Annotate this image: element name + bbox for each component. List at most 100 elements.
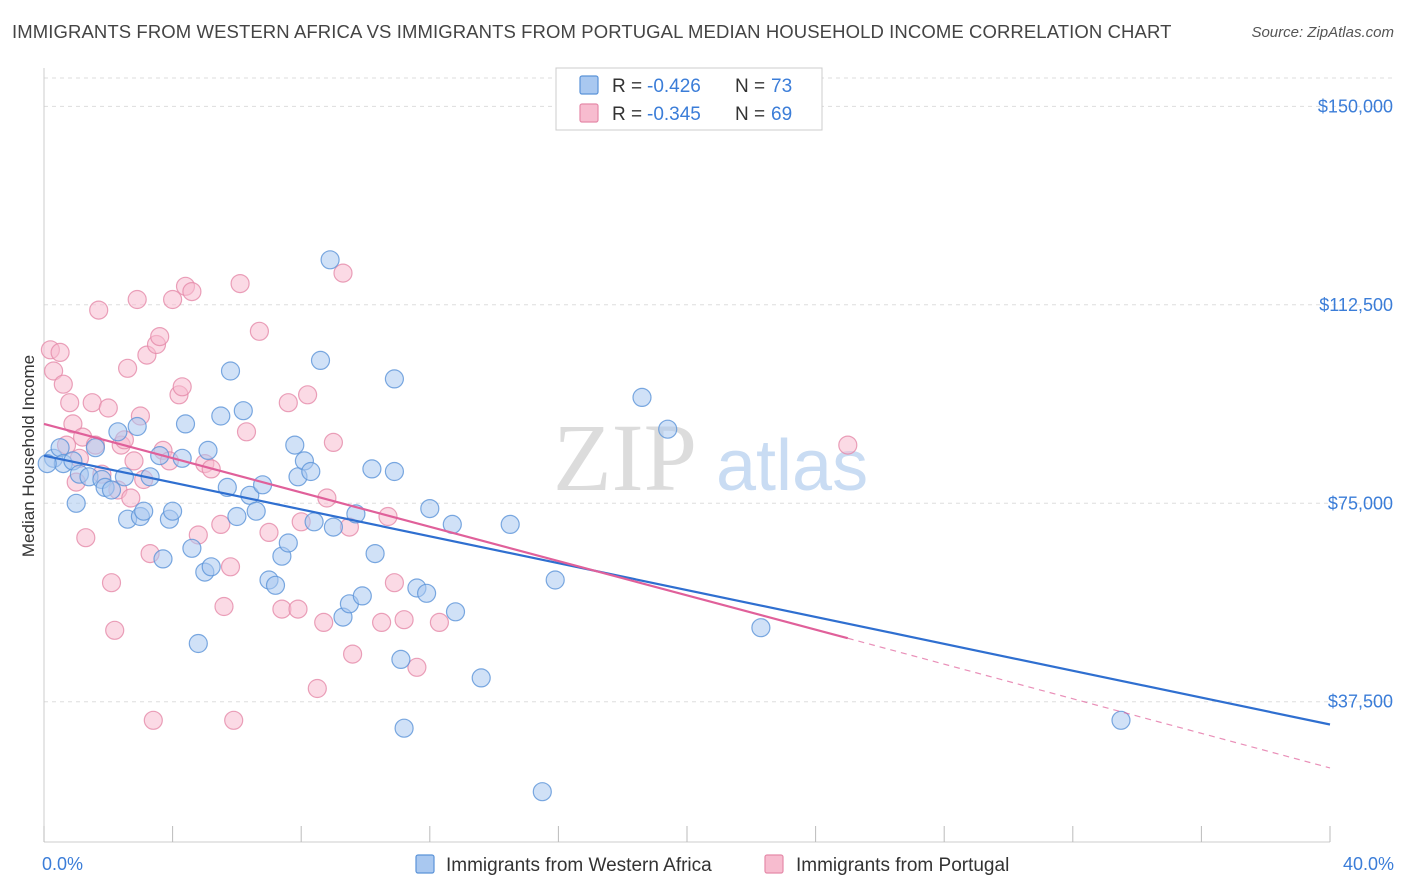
portugal-point-31 bbox=[150, 327, 170, 347]
grid-lines bbox=[44, 77, 1394, 703]
portugal-point-52 bbox=[288, 599, 308, 619]
portugal-point-36 bbox=[172, 377, 192, 397]
western-africa-point-30 bbox=[217, 477, 237, 497]
x-tick-labels: 0.0% 40.0% bbox=[42, 854, 1394, 874]
western-africa-point-7 bbox=[85, 438, 106, 458]
portugal-point-6 bbox=[63, 414, 83, 434]
portugal-point-46 bbox=[230, 274, 250, 294]
western-africa-point-32 bbox=[227, 506, 247, 527]
portugal-point-29 bbox=[143, 710, 163, 730]
portugal-point-2 bbox=[50, 342, 70, 362]
western-africa-point-11 bbox=[108, 422, 128, 442]
western-africa-point-67 bbox=[545, 570, 565, 590]
western-africa-point-54 bbox=[365, 543, 385, 564]
western-africa-point-71 bbox=[1111, 710, 1131, 730]
portugal-point-55 bbox=[307, 678, 327, 699]
western-africa-point-65 bbox=[500, 514, 520, 535]
legend-r-label-2: R = bbox=[612, 104, 642, 125]
portugal-trend-line bbox=[43, 422, 849, 640]
western-africa-point-46 bbox=[310, 350, 331, 370]
y-tick-labels: $37,500 $75,000 $112,500 $150,000 bbox=[1318, 96, 1393, 711]
bottom-legend-swatch-western-africa bbox=[415, 854, 435, 874]
western-africa-point-47 bbox=[320, 250, 340, 270]
western-africa-point-40 bbox=[278, 533, 298, 553]
western-africa-point-63 bbox=[445, 602, 466, 622]
y-tick-label-0: $37,500 bbox=[1328, 692, 1393, 712]
portugal-point-45 bbox=[224, 710, 244, 730]
portugal-point-47 bbox=[236, 422, 257, 442]
western-africa-point-14 bbox=[127, 416, 147, 437]
x-tick-label-min: 0.0% bbox=[42, 854, 83, 874]
portugal-point-58 bbox=[323, 432, 343, 452]
correlation-legend: R = -0.426 N = 73 R = -0.345 N = 69 bbox=[555, 67, 823, 131]
western-africa-point-16 bbox=[134, 501, 154, 521]
western-africa-point-24 bbox=[182, 538, 202, 558]
western-africa-point-23 bbox=[175, 414, 196, 434]
bottom-legend-swatch-portugal bbox=[764, 854, 784, 874]
watermark-zip: ZIP bbox=[553, 404, 697, 511]
portugal-point-42 bbox=[211, 514, 231, 535]
y-tick-label-3: $150,000 bbox=[1318, 96, 1393, 116]
western-africa-point-21 bbox=[163, 501, 183, 521]
western-africa-point-25 bbox=[188, 633, 208, 654]
western-africa-point-53 bbox=[362, 459, 382, 479]
western-africa-point-45 bbox=[304, 512, 324, 532]
western-africa-point-72 bbox=[37, 454, 57, 474]
western-africa-points bbox=[37, 250, 1131, 802]
legend-n-label-2: N = bbox=[735, 104, 765, 125]
portugal-point-65 bbox=[394, 610, 414, 630]
portugal-point-3 bbox=[53, 374, 73, 394]
western-africa-point-33 bbox=[233, 401, 253, 421]
legend-box bbox=[555, 67, 823, 131]
bottom-legend-label-western-africa: Immigrants from Western Africa bbox=[446, 855, 712, 876]
portugal-point-50 bbox=[272, 599, 292, 619]
western-africa-point-68 bbox=[632, 387, 652, 407]
portugal-point-44 bbox=[220, 557, 241, 577]
western-africa-point-55 bbox=[384, 461, 404, 482]
western-africa-point-56 bbox=[384, 369, 404, 389]
portugal-point-17 bbox=[105, 620, 125, 640]
western-africa-point-28 bbox=[201, 557, 221, 577]
portugal-point-48 bbox=[249, 321, 269, 341]
portugal-point-15 bbox=[98, 398, 118, 418]
bottom-legend-label-portugal: Immigrants from Portugal bbox=[796, 855, 1009, 876]
portugal-point-16 bbox=[101, 573, 122, 593]
western-africa-point-60 bbox=[417, 583, 437, 603]
portugal-point-21 bbox=[117, 358, 138, 378]
western-africa-point-41 bbox=[285, 435, 305, 455]
watermark: ZIP atlas bbox=[553, 404, 868, 511]
portugal-point-5 bbox=[60, 393, 80, 413]
legend-r-value-1: -0.426 bbox=[647, 76, 701, 97]
chart-source: Source: ZipAtlas.com bbox=[1251, 24, 1394, 41]
y-tick-label-1: $75,000 bbox=[1328, 493, 1393, 513]
portugal-point-64 bbox=[384, 573, 404, 593]
trend-lines bbox=[43, 422, 1331, 769]
portugal-point-56 bbox=[314, 612, 334, 633]
y-tick-label-2: $112,500 bbox=[1319, 295, 1393, 315]
portugal-point-24 bbox=[127, 289, 147, 310]
western-africa-point-10 bbox=[101, 480, 122, 500]
portugal-point-11 bbox=[82, 393, 102, 413]
western-africa-point-52 bbox=[352, 586, 372, 606]
y-axis-label: Median Household Income bbox=[19, 355, 38, 557]
portugal-point-1 bbox=[43, 361, 64, 381]
series-legend: Immigrants from Western Africa Immigrant… bbox=[415, 854, 1009, 876]
portugal-point-54 bbox=[298, 385, 318, 405]
portugal-point-22 bbox=[121, 488, 141, 508]
legend-n-value-1: 73 bbox=[771, 76, 792, 97]
portugal-point-59 bbox=[333, 263, 353, 283]
western-africa-point-38 bbox=[265, 575, 286, 595]
western-africa-point-19 bbox=[153, 549, 173, 569]
portugal-trend-extension bbox=[847, 637, 1331, 769]
portugal-points bbox=[40, 263, 858, 730]
portugal-point-66 bbox=[407, 657, 427, 677]
western-africa-point-66 bbox=[532, 782, 552, 802]
portugal-point-38 bbox=[182, 282, 202, 302]
legend-n-value-2: 69 bbox=[771, 104, 792, 125]
portugal-point-68 bbox=[838, 435, 858, 455]
portugal-point-10 bbox=[76, 528, 96, 548]
portugal-point-23 bbox=[124, 451, 144, 471]
x-tick-label-max: 40.0% bbox=[1343, 854, 1394, 874]
western-africa-point-57 bbox=[391, 649, 411, 670]
legend-n-label-1: N = bbox=[735, 76, 765, 97]
